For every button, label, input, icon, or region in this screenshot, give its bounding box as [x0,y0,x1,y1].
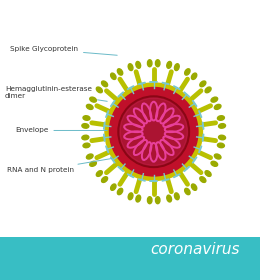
Ellipse shape [174,64,179,71]
Ellipse shape [211,161,218,166]
Circle shape [118,96,190,167]
Ellipse shape [211,97,218,102]
Ellipse shape [96,171,102,176]
Ellipse shape [82,124,89,128]
Ellipse shape [147,197,152,204]
Text: RNA and N protein: RNA and N protein [8,158,112,173]
Ellipse shape [90,97,96,102]
Ellipse shape [174,193,179,200]
Ellipse shape [214,154,221,159]
Bar [0,237,260,280]
Ellipse shape [111,184,116,190]
Ellipse shape [83,116,90,120]
Ellipse shape [136,62,141,68]
Ellipse shape [155,197,160,204]
Ellipse shape [219,124,225,128]
Ellipse shape [102,81,108,87]
Ellipse shape [82,135,89,140]
Ellipse shape [205,171,211,176]
Ellipse shape [167,62,172,68]
Ellipse shape [191,73,197,80]
Circle shape [120,98,187,165]
Ellipse shape [217,116,224,120]
Ellipse shape [117,188,123,195]
Text: Envelope: Envelope [15,127,107,134]
Ellipse shape [185,69,190,75]
Ellipse shape [214,104,221,109]
Ellipse shape [205,87,211,93]
Ellipse shape [111,73,116,80]
Circle shape [109,87,198,176]
Ellipse shape [102,177,108,183]
Text: Spike Glycoprotein: Spike Glycoprotein [10,46,117,55]
Ellipse shape [83,143,90,148]
Ellipse shape [128,193,133,200]
Ellipse shape [86,104,93,109]
Ellipse shape [128,64,133,71]
Circle shape [105,83,203,180]
Ellipse shape [96,87,102,93]
Ellipse shape [217,143,224,148]
Text: coronavirus: coronavirus [151,242,240,257]
Ellipse shape [167,195,172,202]
Ellipse shape [147,60,152,67]
Ellipse shape [136,195,141,202]
Ellipse shape [117,69,123,75]
Ellipse shape [185,188,190,195]
Ellipse shape [200,177,206,183]
Ellipse shape [200,81,206,87]
Text: Hemagglutinin-esterase
dimer: Hemagglutinin-esterase dimer [5,86,107,101]
Ellipse shape [86,154,93,159]
Ellipse shape [155,60,160,67]
Ellipse shape [90,161,96,166]
Ellipse shape [191,184,197,190]
Ellipse shape [219,135,225,140]
